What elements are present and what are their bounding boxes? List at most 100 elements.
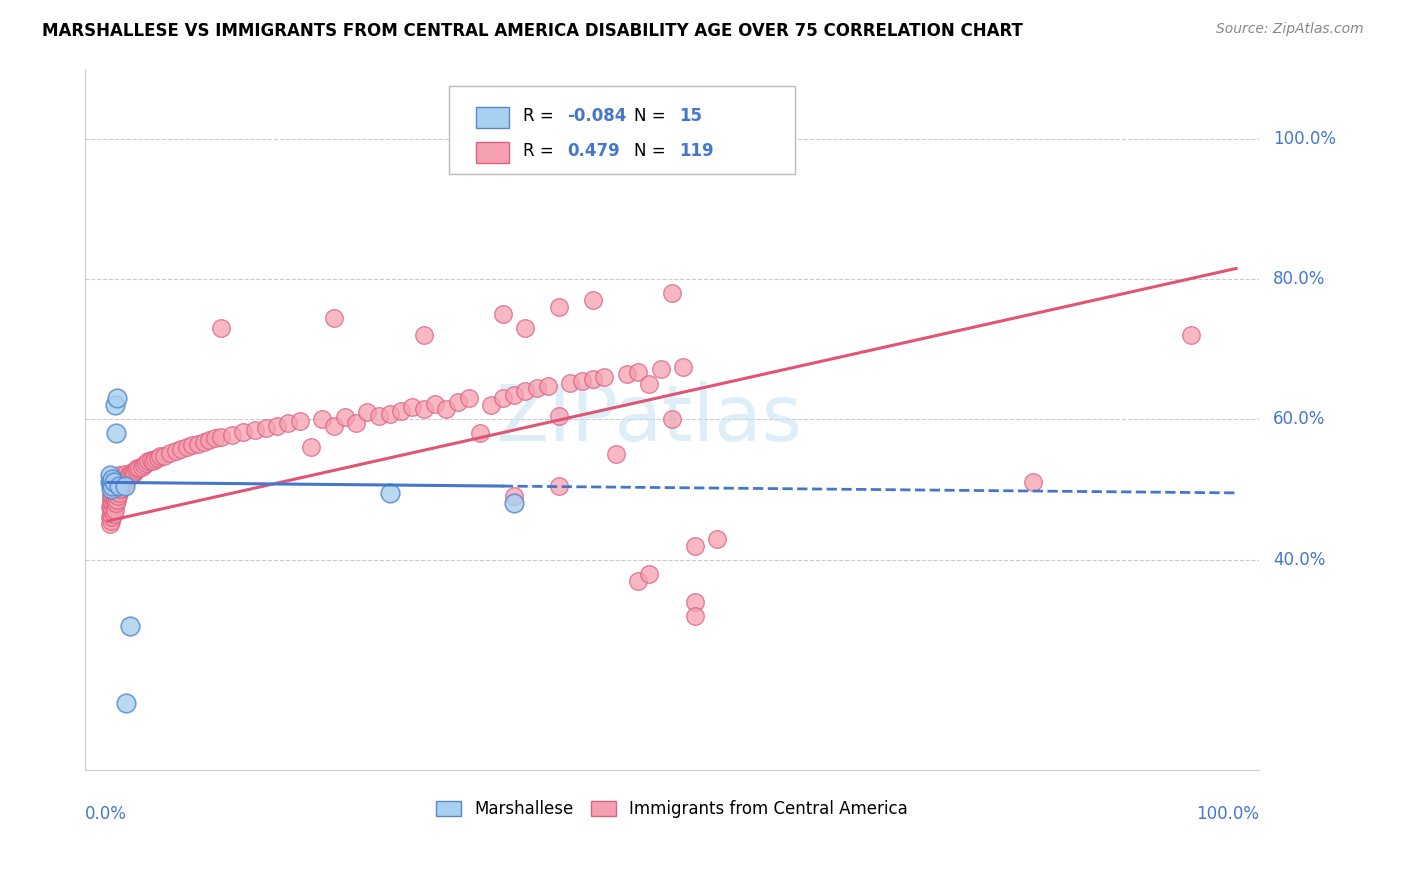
Point [104, 488, 127, 502]
Text: MARSHALLESE VS IMMIGRANTS FROM CENTRAL AMERICA DISABILITY AGE OVER 75 CORRELATIO: MARSHALLESE VS IMMIGRANTS FROM CENTRAL A… [42, 22, 1024, 40]
Text: ZIPatlas: ZIPatlas [495, 381, 801, 458]
Point [117, 470, 139, 484]
Point [683, 594, 706, 608]
Point [412, 401, 434, 416]
Point [103, 496, 125, 510]
Legend: Marshallese, Immigrants from Central America: Marshallese, Immigrants from Central Ame… [430, 794, 914, 825]
Point [299, 440, 322, 454]
Point [105, 483, 128, 498]
Point [254, 420, 277, 434]
Point [104, 398, 127, 412]
Text: 119: 119 [679, 142, 714, 160]
Point [492, 391, 515, 405]
Point [221, 427, 243, 442]
Text: 0.479: 0.479 [568, 142, 620, 160]
Point [101, 496, 124, 510]
Point [100, 507, 122, 521]
Point [204, 431, 226, 445]
Text: 60.0%: 60.0% [1272, 410, 1324, 428]
Point [389, 404, 412, 418]
Point [108, 468, 131, 483]
Point [108, 479, 131, 493]
Text: 15: 15 [679, 107, 702, 126]
Point [277, 416, 299, 430]
Point [193, 434, 215, 449]
Text: 100.0%: 100.0% [1195, 805, 1258, 823]
Point [139, 453, 162, 467]
Point [492, 307, 515, 321]
Point [446, 394, 468, 409]
Point [548, 300, 571, 314]
Point [146, 450, 169, 465]
Point [103, 475, 125, 490]
Point [311, 412, 333, 426]
Point [131, 459, 153, 474]
Point [515, 384, 537, 399]
Point [165, 443, 187, 458]
Point [104, 472, 127, 486]
Point [481, 398, 503, 412]
Point [100, 475, 122, 490]
Point [142, 454, 165, 468]
Point [582, 371, 605, 385]
Point [149, 450, 172, 464]
Point [104, 496, 127, 510]
Point [115, 697, 138, 711]
Point [101, 472, 124, 486]
Point [111, 479, 134, 493]
Point [503, 387, 526, 401]
Point [571, 374, 593, 388]
Point [378, 486, 401, 500]
Point [593, 370, 616, 384]
Point [98, 500, 121, 514]
Text: 100.0%: 100.0% [1272, 129, 1336, 148]
Point [503, 496, 526, 510]
Point [1180, 328, 1202, 343]
Point [98, 517, 121, 532]
Point [103, 507, 125, 521]
Text: -0.084: -0.084 [568, 107, 627, 126]
Point [1022, 475, 1045, 490]
Point [548, 479, 571, 493]
Point [187, 437, 209, 451]
Point [170, 442, 193, 456]
Point [672, 359, 695, 374]
Point [105, 492, 128, 507]
Point [110, 472, 132, 486]
Point [120, 467, 142, 481]
Point [458, 391, 481, 405]
Point [101, 510, 124, 524]
Point [104, 486, 127, 500]
Text: R =: R = [523, 142, 560, 160]
Point [98, 475, 121, 490]
Point [122, 465, 145, 479]
Point [537, 378, 560, 392]
Text: R =: R = [523, 107, 560, 126]
Point [153, 449, 176, 463]
Point [638, 566, 661, 581]
Point [232, 425, 254, 439]
Point [367, 409, 389, 423]
Text: 0.0%: 0.0% [86, 805, 127, 823]
Point [104, 479, 127, 493]
Point [115, 472, 138, 486]
Point [105, 475, 128, 490]
Point [104, 426, 127, 441]
Point [100, 483, 122, 497]
Point [159, 446, 181, 460]
Point [661, 412, 683, 426]
Point [128, 461, 150, 475]
Point [378, 407, 401, 421]
Point [243, 423, 266, 437]
Text: 40.0%: 40.0% [1272, 550, 1324, 568]
Point [114, 479, 136, 493]
Point [135, 457, 157, 471]
Point [100, 490, 122, 504]
Point [503, 490, 526, 504]
Point [143, 452, 166, 467]
Point [114, 475, 136, 490]
Point [266, 419, 288, 434]
Point [107, 490, 129, 504]
Point [526, 381, 548, 395]
Point [104, 472, 127, 486]
